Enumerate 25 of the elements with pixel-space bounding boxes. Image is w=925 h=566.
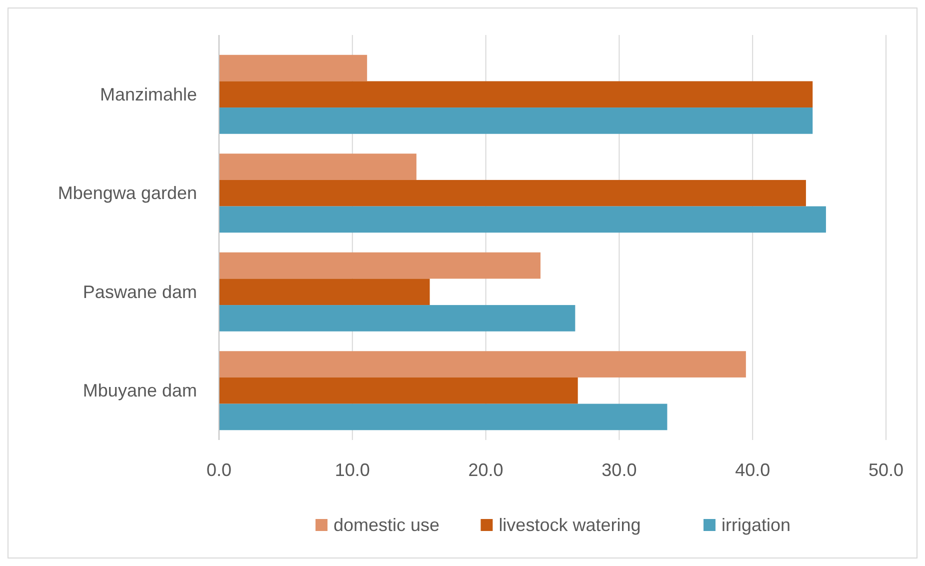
bar [219,252,540,279]
bar [219,351,746,378]
bar [219,404,668,430]
x-tick-label: 0.0 [206,460,232,480]
x-tick-label: 30.0 [602,460,637,480]
bar [219,377,578,404]
x-tick-label: 20.0 [468,460,504,480]
x-tick-label: 40.0 [735,460,770,480]
bar [219,206,826,233]
x-tick-label: 50.0 [868,460,904,480]
y-tick-label: Paswane dam [82,282,197,302]
bar [219,54,368,82]
bar [219,81,813,108]
legend-label: livestock watering [498,515,641,535]
y-tick-label: Mbengwa garden [58,183,197,204]
bar [219,278,430,306]
bar [219,154,416,180]
legend-label: domestic use [334,515,440,535]
y-tick-label: Manzimahle [100,84,197,104]
bar [219,108,813,134]
legend-label: irrigation [722,515,791,535]
x-tick-label: 10.0 [334,460,370,480]
bar [219,305,576,332]
bar [219,180,806,206]
y-tick-label: Mbuyane dam [82,380,197,401]
